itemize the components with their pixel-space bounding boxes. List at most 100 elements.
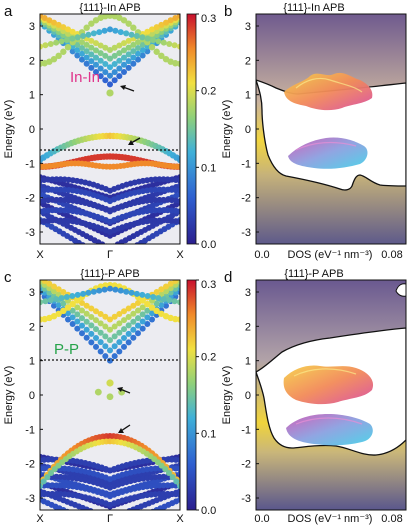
band-point (88, 51, 95, 58)
band-point (160, 473, 167, 480)
band-point (88, 313, 95, 320)
band-point (102, 69, 109, 76)
band-point (74, 318, 81, 325)
ytick-label: -3 (25, 493, 35, 505)
band-point (96, 29, 103, 36)
band-point (166, 297, 173, 304)
band-point (58, 295, 65, 302)
band-point (125, 44, 132, 51)
panel-a-band-dots (40, 14, 180, 260)
band-point (155, 295, 162, 302)
band-point (139, 34, 146, 41)
band-point (130, 318, 137, 325)
ytick-label: -3 (25, 227, 35, 239)
band-point (101, 286, 108, 293)
band-point (42, 42, 49, 49)
band-point (130, 60, 137, 67)
band-point (102, 52, 109, 59)
panel-c-colorbar (186, 279, 197, 511)
band-point (158, 21, 165, 28)
panel-c-xtick-2: X (176, 513, 184, 525)
panel-a-title: {111}-In APB (79, 2, 140, 14)
band-point (83, 326, 90, 333)
band-point (97, 310, 104, 317)
band-point (85, 31, 92, 38)
band-point (158, 286, 165, 293)
band-point (107, 72, 113, 79)
band-point (79, 50, 85, 57)
colorbar-tick-label: 0.1 (201, 162, 216, 174)
band-point (112, 286, 119, 293)
panel-letter-b: b (224, 3, 232, 20)
band-point (74, 311, 81, 318)
band-point (88, 247, 94, 253)
band-point (97, 320, 104, 327)
band-point (111, 44, 118, 51)
band-point (84, 244, 90, 250)
band-point (116, 310, 123, 317)
band-point (119, 511, 125, 517)
band-point (139, 52, 146, 59)
panel-d-xlabel: DOS (eV⁻¹ nm⁻³) (288, 513, 373, 525)
band-point (49, 456, 56, 463)
band-point (135, 330, 141, 337)
band-point (125, 37, 132, 44)
band-point (116, 348, 123, 355)
band-point (65, 310, 71, 317)
band-point (128, 289, 135, 296)
band-point (160, 39, 167, 46)
band-point (106, 379, 114, 387)
colorbar-tick-label: 0.3 (201, 13, 216, 25)
band-point (125, 58, 132, 65)
band-point (80, 290, 87, 297)
band-point (116, 50, 123, 57)
band-point (123, 521, 129, 525)
band-point (139, 297, 146, 304)
panel-c-colorbar-ticks: 0.0 0.1 0.2 0.3 (196, 279, 216, 517)
band-point (172, 315, 179, 323)
band-point (111, 69, 118, 76)
panel-a-in-in-label: In-In (70, 69, 100, 86)
band-point (163, 19, 169, 26)
ytick-label: -2 (241, 193, 251, 205)
band-point (65, 26, 71, 33)
band-point (83, 334, 90, 341)
band-point (83, 41, 90, 48)
band-point (69, 300, 76, 308)
band-point (53, 39, 60, 46)
band-point (46, 289, 53, 296)
band-point (91, 521, 97, 525)
band-point (135, 50, 141, 57)
band-point (88, 322, 95, 329)
ytick-label: 2 (245, 321, 251, 333)
band-point (135, 56, 141, 63)
band-point (107, 337, 113, 344)
band-point (177, 208, 180, 215)
ytick-label: -2 (25, 459, 35, 471)
band-point (144, 307, 151, 314)
band-point (107, 316, 113, 323)
band-point (135, 315, 141, 322)
panel-letter-d: d (224, 269, 232, 286)
band-point (74, 41, 81, 48)
band-point (63, 36, 70, 43)
band-point (115, 254, 121, 260)
band-point (126, 247, 132, 253)
band-point (116, 339, 123, 346)
band-point (97, 42, 104, 49)
band-point (167, 280, 174, 287)
band-point (107, 357, 113, 364)
band-point (125, 64, 132, 71)
band-point (146, 510, 152, 516)
band-point (88, 339, 95, 346)
band-point (107, 64, 113, 71)
band-point (79, 307, 85, 314)
band-point (107, 81, 113, 88)
band-point (116, 57, 123, 64)
band-point (79, 315, 85, 322)
band-point (111, 343, 118, 350)
band-point (60, 307, 67, 315)
band-point (125, 305, 132, 312)
band-point (93, 308, 99, 315)
band-point (135, 307, 141, 314)
